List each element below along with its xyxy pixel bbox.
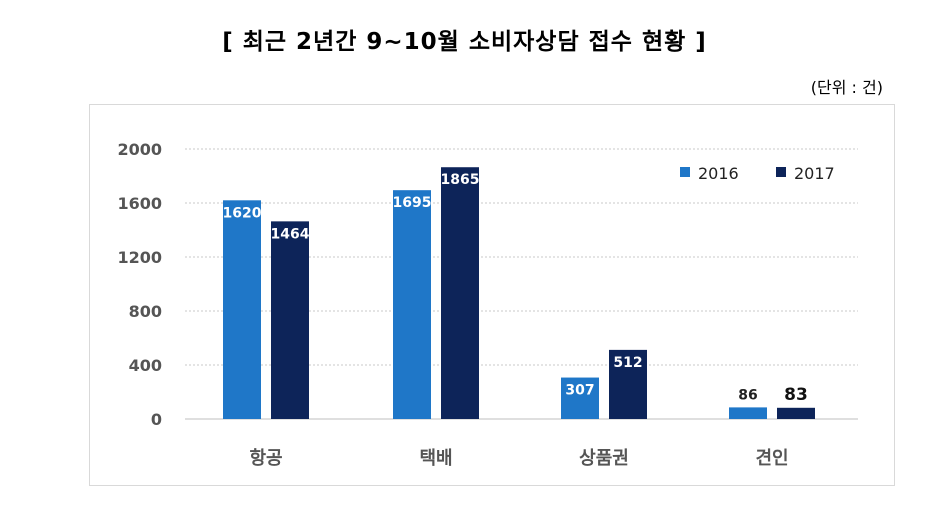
data-label: 1695 — [393, 195, 432, 211]
y-tick-label: 800 — [129, 302, 162, 321]
legend-swatch-2016 — [680, 167, 690, 177]
x-category-label: 택배 — [419, 448, 452, 469]
unit-label: (단위 : 건) — [810, 78, 883, 97]
bar-2017-상품권 — [609, 349, 647, 419]
data-label: 86 — [738, 387, 757, 403]
bar-2017-견인 — [777, 407, 815, 419]
y-tick-label: 1600 — [117, 194, 162, 213]
data-label: 1865 — [441, 172, 480, 188]
x-category-label: 항공 — [249, 448, 282, 469]
chart-title: [ 최근 2년간 9~10월 소비자상담 접수 현황 ] — [222, 29, 707, 55]
chart-frame — [89, 104, 895, 486]
bar-2016-택배 — [393, 190, 431, 419]
data-label: 83 — [784, 385, 808, 405]
y-tick-label: 0 — [151, 410, 162, 429]
legend-label-2017: 2017 — [794, 164, 835, 183]
y-tick-label: 2000 — [117, 140, 162, 159]
x-category-label: 상품권 — [579, 448, 629, 469]
legend-swatch-2017 — [776, 167, 786, 177]
data-label: 307 — [565, 383, 594, 399]
bar-2016-견인 — [729, 407, 767, 419]
data-label: 1620 — [223, 205, 262, 221]
bar-2017-택배 — [441, 167, 479, 419]
bar-2017-항공 — [271, 221, 309, 419]
bar-2016-상품권 — [561, 377, 599, 419]
y-tick-label: 1200 — [117, 248, 162, 267]
y-tick-label: 400 — [129, 356, 162, 375]
data-label: 512 — [613, 355, 642, 371]
legend-label-2016: 2016 — [698, 164, 739, 183]
x-category-label: 견인 — [755, 448, 788, 469]
bar-2016-항공 — [223, 200, 261, 419]
data-label: 1464 — [271, 226, 310, 242]
